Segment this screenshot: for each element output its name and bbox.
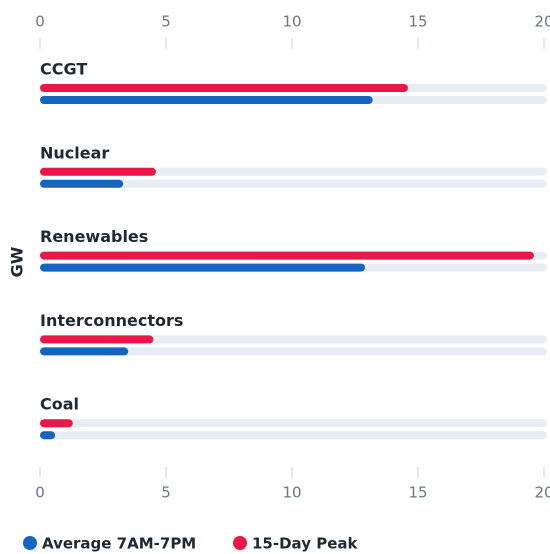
x-tick-label: 20	[534, 13, 550, 31]
x-tick-label: 0	[35, 13, 45, 31]
bar-track	[40, 335, 547, 344]
bar-track	[40, 347, 547, 356]
x-tick-label: 5	[161, 13, 171, 31]
x-tick-label: 5	[161, 484, 171, 502]
bar	[40, 347, 129, 356]
legend-swatch	[233, 536, 247, 550]
axis-label: GW	[8, 246, 27, 277]
bar	[40, 335, 154, 344]
legend-swatch	[23, 536, 37, 550]
x-tick-label: 20	[534, 484, 550, 502]
x-tick-label: 15	[408, 484, 427, 502]
x-tick-label: 10	[282, 484, 301, 502]
bar	[40, 167, 156, 176]
bar	[40, 251, 534, 260]
category-label: Renewables	[40, 227, 148, 246]
category-label: Coal	[40, 395, 79, 414]
bar-track	[40, 431, 547, 440]
bar-track	[40, 179, 547, 188]
category-label: Interconnectors	[40, 311, 183, 330]
bar	[40, 263, 366, 272]
x-tick-label: 10	[282, 13, 301, 31]
x-tick-label: 0	[35, 484, 45, 502]
bar	[40, 419, 73, 428]
category-label: Nuclear	[40, 143, 109, 162]
bar	[40, 431, 56, 440]
bar	[40, 96, 373, 104]
bar-track	[40, 419, 547, 428]
legend-label: 15-Day Peak	[252, 535, 359, 553]
bar	[40, 84, 408, 92]
bar	[40, 179, 124, 188]
bar-track	[40, 167, 547, 176]
category-label: CCGT	[40, 60, 87, 79]
x-tick-label: 15	[408, 13, 427, 31]
legend-label: Average 7AM-7PM	[42, 535, 196, 553]
